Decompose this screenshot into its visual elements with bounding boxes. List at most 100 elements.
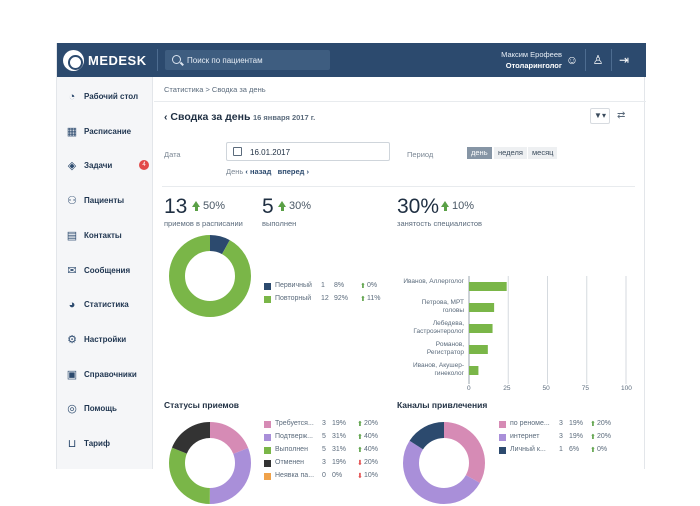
- breadcrumb[interactable]: Статистика > Сводка за день: [164, 85, 266, 94]
- arrow-up-icon: [278, 201, 286, 211]
- reference-icon: ▣: [66, 368, 78, 381]
- doctor-icon[interactable]: ♙: [592, 53, 604, 67]
- legend-pct: 19%: [569, 433, 584, 440]
- bar: [469, 303, 495, 312]
- bar: [469, 345, 488, 354]
- bar: [469, 366, 479, 375]
- bar-category-label: Романов, Регистратор: [426, 341, 464, 356]
- day-label: День: [226, 167, 244, 176]
- refresh-icon[interactable]: ⇄: [617, 110, 626, 121]
- legend-delta: 40%: [364, 446, 379, 453]
- donut-slice: [403, 422, 485, 504]
- kpi-utilization-pct: 10%: [452, 200, 475, 212]
- kpi-utilization-value: 30%: [397, 195, 440, 218]
- sidebar-item[interactable]: ◔ Рабочий стол: [57, 87, 153, 109]
- page-title[interactable]: ‹ Сводка за день: [164, 111, 251, 123]
- period-month[interactable]: месяц: [528, 147, 558, 159]
- patient-search-input[interactable]: Поиск по пациентам: [165, 50, 330, 70]
- date-value: 16.01.2017: [250, 148, 291, 157]
- kpi-utilization-label: занятость специалистов: [397, 219, 482, 228]
- top-bar-divider: [157, 49, 158, 71]
- sidebar: ◔ Рабочий стол ▦ Расписание ◈ Задачи 4 ⚇ Пациент…: [57, 77, 153, 469]
- x-tick-label: 0: [467, 385, 471, 392]
- donut-slice: [169, 422, 251, 504]
- donut-slice: [169, 422, 251, 504]
- legend-pct: 19%: [332, 459, 347, 466]
- legend-delta: 11%: [367, 295, 381, 302]
- visit-type-donut-chart: [169, 235, 251, 317]
- divider: [162, 186, 635, 187]
- x-tick-label: 75: [581, 385, 589, 392]
- brand-name: MEDESK: [88, 53, 147, 68]
- sidebar-item[interactable]: ⚙ Настройки: [57, 330, 153, 352]
- sidebar-item-label: Сообщения: [84, 265, 131, 275]
- settings-icon: ⚙: [67, 333, 77, 346]
- logout-icon[interactable]: ⇥: [618, 53, 630, 67]
- sidebar-item[interactable]: ⚇ Пациенты: [57, 191, 153, 213]
- user-role[interactable]: Отоларинголог: [505, 61, 562, 70]
- date-field[interactable]: 16.01.2017: [226, 142, 390, 161]
- sidebar-item-label: Контакты: [84, 230, 122, 240]
- arrow-up-icon: ⬆: [590, 421, 596, 428]
- legend-pct: 92%: [334, 295, 349, 302]
- prev-day-link[interactable]: ‹ назад: [245, 167, 272, 176]
- legend-swatch: [264, 434, 271, 441]
- sidebar-item-label: Тариф: [84, 439, 110, 448]
- legend-delta: 20%: [364, 459, 379, 466]
- legend-pct: 19%: [332, 420, 347, 427]
- day-navigation: День ‹ назад вперед ›: [226, 167, 309, 176]
- bar: [469, 324, 493, 333]
- legend-pct: 6%: [569, 446, 580, 453]
- legend-swatch: [264, 460, 271, 467]
- legend-count: 12: [321, 295, 329, 302]
- channels-donut-chart: [403, 422, 485, 504]
- smile-icon[interactable]: ☺: [565, 53, 579, 67]
- legend-count: 5: [322, 446, 326, 453]
- bar-category-label: Петрова, МРТ головы: [421, 299, 464, 314]
- sidebar-item[interactable]: ✉ Сообщения: [57, 261, 153, 283]
- sidebar-item[interactable]: ⊔ Тариф: [57, 434, 153, 456]
- period-day[interactable]: день: [467, 147, 492, 159]
- search-icon: [172, 55, 181, 64]
- contacts-icon: ▤: [66, 229, 78, 242]
- legend-swatch: [264, 421, 271, 428]
- page-date: 16 января 2017 г.: [253, 113, 316, 122]
- filter-button[interactable]: ▼▾: [590, 108, 610, 124]
- kpi-completed-value: 5: [262, 195, 274, 218]
- sidebar-item[interactable]: ◈ Задачи 4: [57, 156, 153, 178]
- legend-count: 3: [559, 420, 563, 427]
- sidebar-item[interactable]: ▤ Контакты: [57, 226, 153, 248]
- legend-pct: 31%: [332, 446, 347, 453]
- arrow-up-icon: [192, 201, 200, 211]
- legend-delta: 10%: [364, 472, 379, 479]
- legend-count: 3: [322, 459, 326, 466]
- sidebar-item[interactable]: ◎ Помощь: [57, 399, 153, 421]
- arrow-up-icon: [441, 201, 449, 211]
- messages-icon: ✉: [67, 264, 77, 277]
- sidebar-item[interactable]: ▦ Расписание: [57, 122, 153, 144]
- legend-swatch: [499, 421, 506, 428]
- period-label: Период: [407, 150, 434, 159]
- app-frame: MEDESK Поиск по пациентам Максим Ерофеев…: [56, 43, 646, 504]
- medesk-logo-icon[interactable]: [63, 50, 84, 71]
- sidebar-item-label: Статистика: [84, 300, 129, 310]
- legend-name: Требуется...: [275, 420, 314, 427]
- legend-pct: 31%: [332, 433, 347, 440]
- dashboard-icon: ◔: [68, 91, 76, 103]
- legend-swatch: [264, 283, 271, 290]
- user-name[interactable]: Максим Ерофеев: [501, 50, 562, 59]
- legend-delta: 0%: [367, 282, 378, 289]
- channels-section-title: Каналы привлечения: [397, 400, 488, 410]
- sidebar-item-label: Рабочий стол: [84, 92, 139, 101]
- period-week[interactable]: неделя: [494, 147, 527, 159]
- next-day-link[interactable]: вперед ›: [277, 167, 310, 176]
- legend-count: 5: [322, 433, 326, 440]
- arrow-up-icon: ⬆: [590, 434, 596, 441]
- legend-delta: 40%: [364, 433, 379, 440]
- sidebar-item[interactable]: ◕ Статистика: [57, 295, 153, 317]
- legend-name: Отменен: [275, 459, 304, 466]
- legend-swatch: [264, 473, 271, 480]
- legend-count: 3: [559, 433, 563, 440]
- sidebar-item[interactable]: ▣ Справочники: [57, 365, 153, 387]
- arrow-down-icon: ⬇: [357, 460, 363, 467]
